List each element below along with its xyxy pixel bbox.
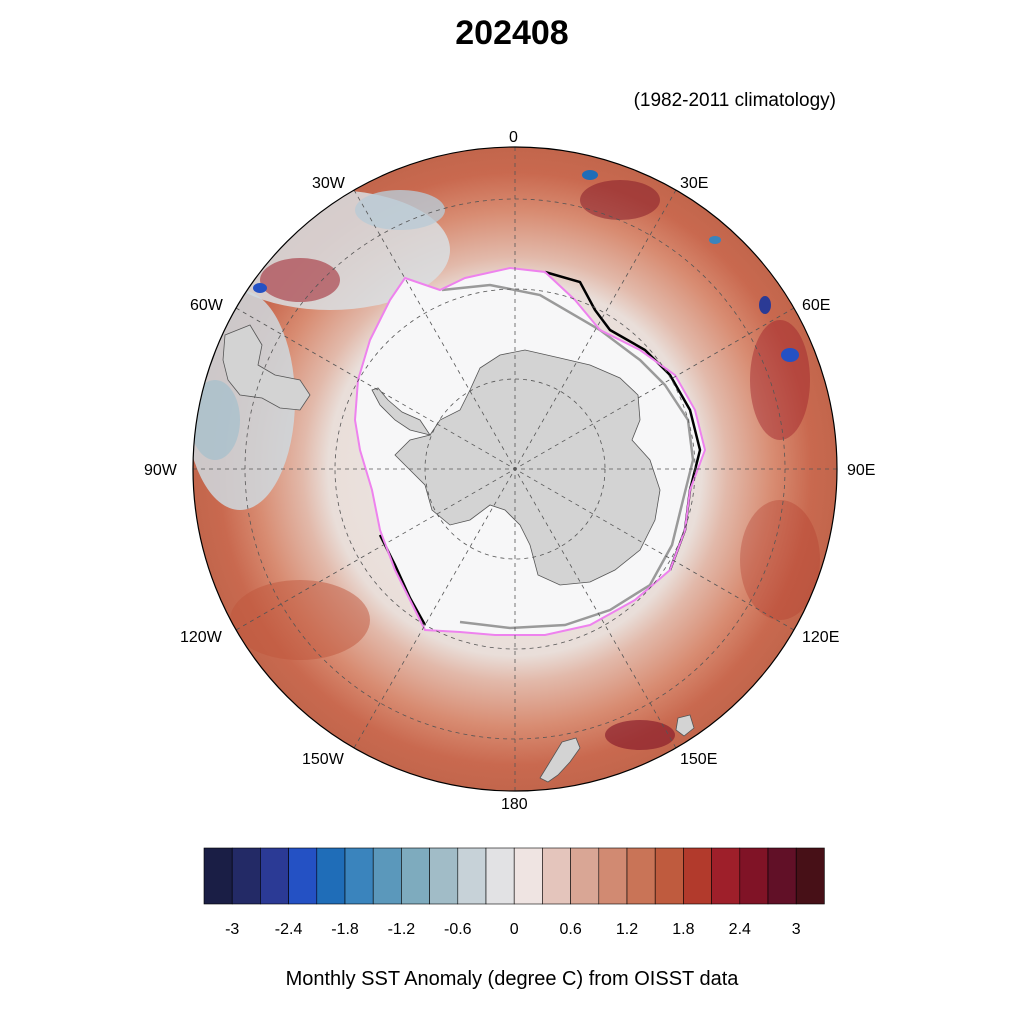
lon-label-150w: 150W xyxy=(302,751,344,768)
colorbar-tick-label: 1.8 xyxy=(672,921,695,938)
colorbar-swatch xyxy=(513,847,543,905)
colorbar-tick-label: 3 xyxy=(791,921,801,938)
lon-label-60e: 60E xyxy=(802,297,831,314)
colorbar-swatch xyxy=(711,847,741,905)
lon-label-120w: 120W xyxy=(180,629,222,646)
map-frame xyxy=(192,146,838,792)
colorbar-swatch xyxy=(260,847,289,905)
lon-label-180: 180 xyxy=(501,796,528,813)
colorbar-swatch xyxy=(429,847,459,905)
colorbar-swatch xyxy=(767,847,797,905)
colorbar-tick-label: 2.4 xyxy=(728,921,751,938)
colorbar-swatch xyxy=(795,847,825,905)
climatology-note: (1982-2011 climatology) xyxy=(633,90,836,111)
colorbar-swatch xyxy=(288,847,318,905)
colorbar-caption: Monthly SST Anomaly (degree C) from OISS… xyxy=(285,968,739,990)
colorbar-tick-label: -0.6 xyxy=(444,921,472,938)
colorbar-tick-label: -1.8 xyxy=(331,921,359,938)
colorbar-swatch xyxy=(654,847,684,905)
colorbar-tick-label: -2.4 xyxy=(274,921,303,938)
colorbar-swatch xyxy=(485,847,515,905)
colorbar-tick-label: 1.2 xyxy=(615,921,639,938)
lon-label-60w: 60W xyxy=(190,297,223,314)
colorbar-swatch xyxy=(598,847,628,905)
colorbar-swatch xyxy=(203,847,233,905)
lon-label-30w: 30W xyxy=(312,175,345,192)
graticule xyxy=(193,147,837,791)
colorbar-swatch xyxy=(231,847,261,905)
colorbar-swatch xyxy=(401,847,430,905)
lon-label-120e: 120E xyxy=(802,629,840,646)
colorbar-swatch xyxy=(739,847,769,905)
ice-edge-alt-line xyxy=(441,283,695,630)
ice-edge-current-line xyxy=(353,266,707,636)
colorbar-tick-label: 0 xyxy=(509,921,519,938)
colorbar-swatch xyxy=(683,847,712,905)
tasmania-landmass xyxy=(675,714,695,737)
lon-label-150e: 150E xyxy=(680,751,718,768)
colorbar-swatch xyxy=(344,847,374,905)
lon-label-30e: 30E xyxy=(680,175,709,192)
colorbar-tick-label: 0.6 xyxy=(559,921,582,938)
lon-label-0: 0 xyxy=(509,129,518,146)
chart-title: 202408 xyxy=(455,14,569,52)
lon-label-90e: 90E xyxy=(847,462,876,479)
colorbar-swatch xyxy=(316,847,346,905)
colorbar-swatch xyxy=(457,847,487,905)
colorbar-swatch xyxy=(570,847,600,905)
lon-label-90w: 90W xyxy=(144,462,177,479)
colorbar-tick-label: -1.2 xyxy=(387,921,416,938)
antarctic-peninsula xyxy=(371,387,431,436)
colorbar-swatch xyxy=(626,847,656,905)
colorbar-swatch xyxy=(372,847,402,905)
colorbar-tick-label: -3 xyxy=(225,921,240,938)
south-america-landmass xyxy=(222,324,311,411)
colorbar-swatch xyxy=(542,847,571,905)
new-zealand-landmass xyxy=(539,737,581,783)
antarctica-landmass xyxy=(394,349,661,586)
colorbar xyxy=(203,847,825,905)
